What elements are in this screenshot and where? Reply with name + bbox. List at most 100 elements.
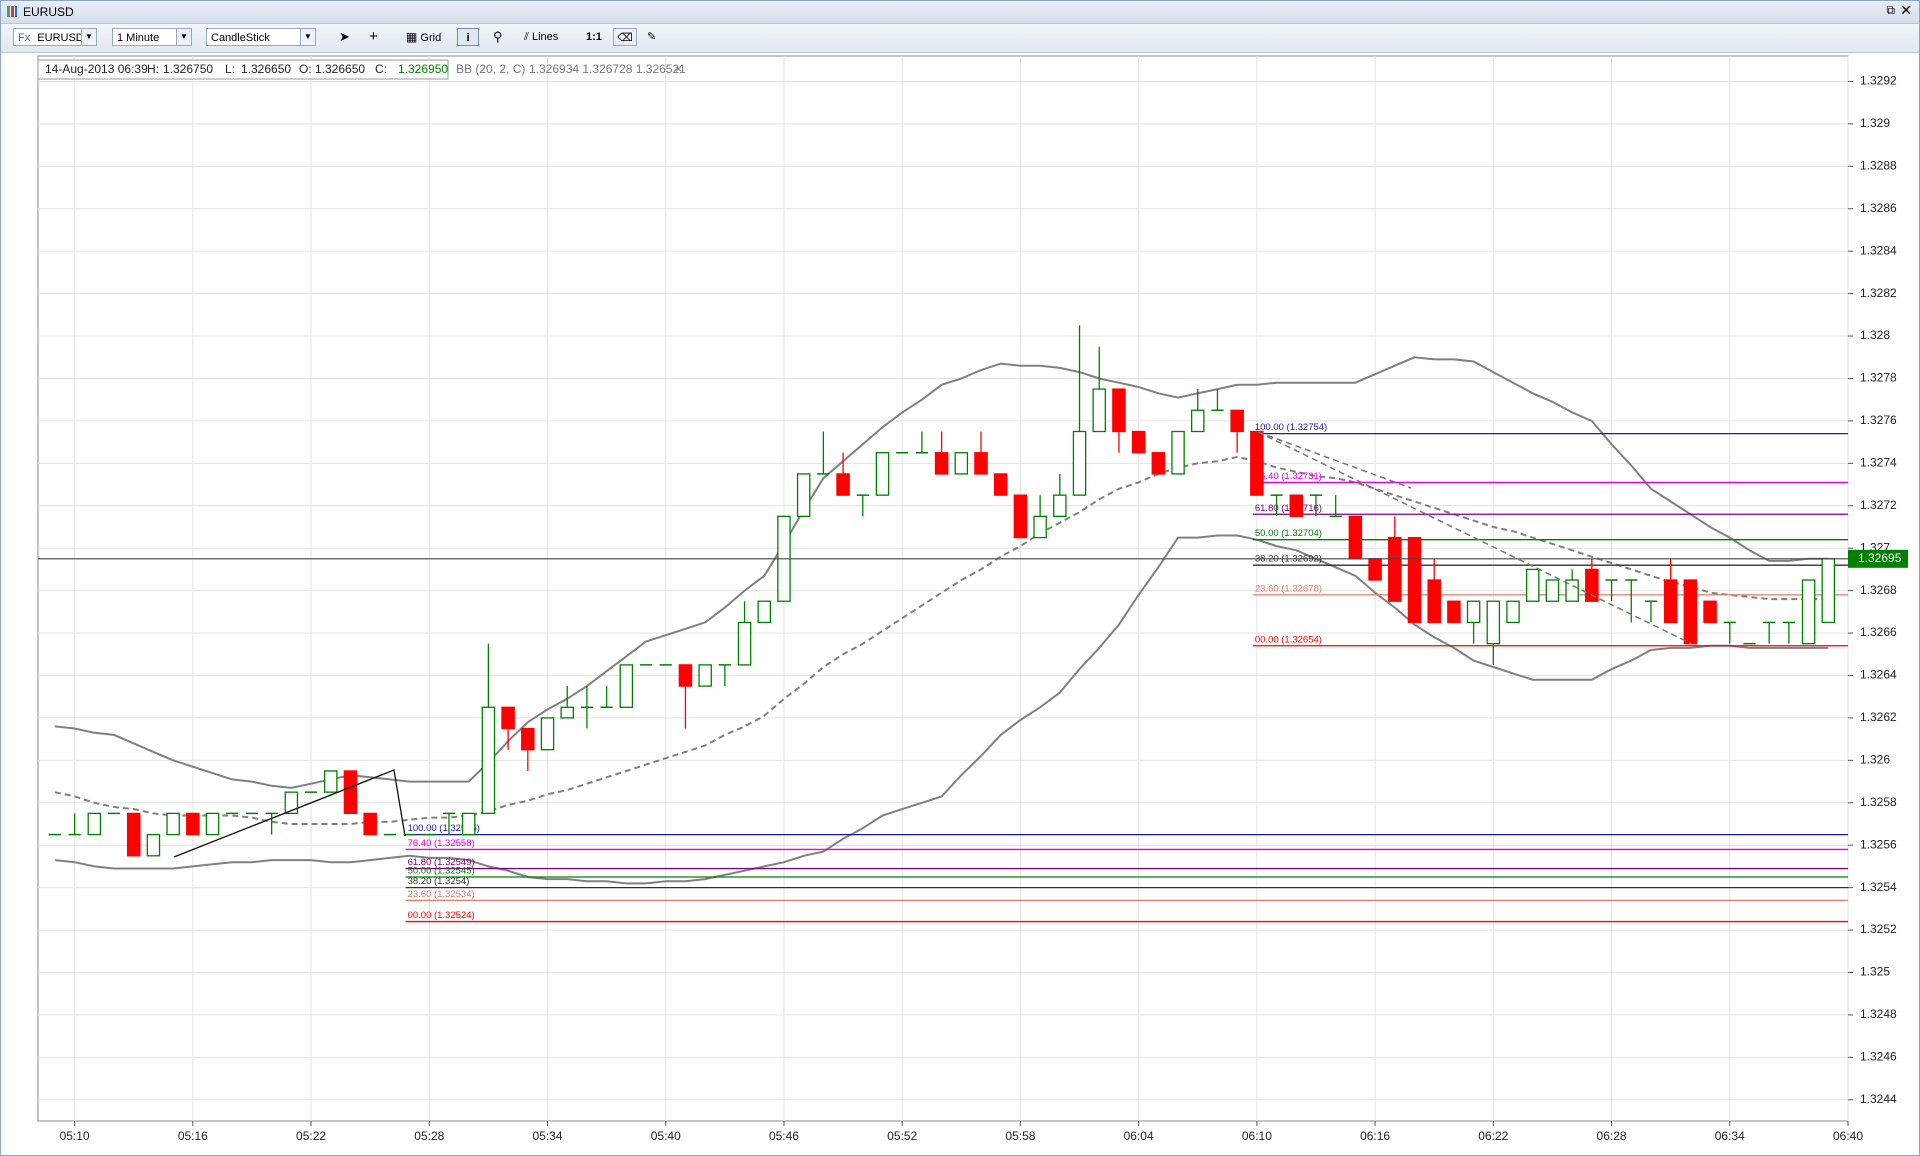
ratio-button[interactable]: 1:1 [586, 31, 602, 43]
candle-body [993, 473, 1008, 496]
y-tick-label: 1.3256 [1860, 837, 1897, 851]
y-tick-label: 1.3288 [1860, 158, 1897, 172]
y-tick-label: 1.3276 [1860, 413, 1897, 427]
pointer-tool[interactable]: ➤ [339, 29, 350, 44]
candle-body [934, 452, 949, 475]
fibonacci-label: 23.60 (1.32678) [1255, 583, 1322, 594]
info-o: 1.326650 [315, 62, 365, 76]
bollinger-band [54, 534, 1829, 885]
plot-layer: 100.00 (1.32565) 76.40 (1.32558) 61.80 (1.… [38, 56, 1849, 1121]
y-tick-label: 1.3282 [1860, 286, 1897, 300]
last-price-label: 1.32695 [1858, 551, 1902, 565]
info-date: 14-Aug-2013 06:39 [45, 62, 148, 76]
indicator-label: BB (20, 2, C) [456, 62, 525, 76]
candle-body [1072, 430, 1087, 496]
fibonacci-label: 61.80 (1.32549) [408, 857, 475, 868]
candle-body [540, 717, 555, 751]
y-tick-label: 1.326 [1860, 753, 1890, 767]
candle-body [363, 812, 377, 836]
y-tick-label: 1.3262 [1860, 710, 1897, 724]
fibonacci-label: 00.00 (1.32654) [1255, 634, 1322, 645]
x-tick-label: 05:34 [532, 1129, 562, 1143]
candle-body [1683, 579, 1698, 645]
candle-body [757, 600, 772, 624]
info-bar: 14-Aug-2013 06:39 H: 1.326750 L: 1.32665… [37, 59, 686, 80]
candle-body [521, 727, 535, 751]
candle-body [205, 812, 220, 836]
candle-body [343, 770, 358, 815]
candle-body [1033, 515, 1047, 539]
candle-body [87, 812, 102, 836]
candle-body [974, 452, 988, 475]
grid-button[interactable]: ▦ Grid [406, 28, 454, 46]
candle-body [1545, 579, 1560, 602]
candle-body [678, 664, 693, 687]
candle-body [1801, 579, 1816, 645]
crosshair-tool[interactable]: + [369, 28, 378, 45]
candle-body [1368, 558, 1382, 581]
info-button[interactable]: i [457, 28, 479, 46]
bollinger-band [54, 455, 1829, 825]
candle-body [284, 791, 299, 815]
fibonacci-label: 100.00 (1.32754) [1255, 422, 1327, 433]
candle-body [186, 812, 200, 836]
y-tick-label: 1.3248 [1860, 1007, 1897, 1021]
print-tool[interactable]: ✎ [647, 31, 657, 43]
indicator-values: 1.326934 1.326728 1.326521 [529, 62, 686, 76]
candle-body [954, 452, 969, 475]
candle-body [619, 664, 634, 708]
fibonacci-label: 61.80 (1.32716) [1255, 503, 1322, 514]
x-tick-label: 06:16 [1360, 1129, 1390, 1143]
close-button[interactable]: ✕ [1900, 2, 1912, 18]
info-l-label: L: [225, 62, 235, 76]
y-tick-label: 1.3252 [1860, 922, 1897, 936]
eraser-tool[interactable]: ⌫ [613, 28, 637, 46]
style-select[interactable]: CandleStick ▼ [206, 28, 316, 46]
info-c: 1.326950 [398, 62, 448, 76]
last-price-badge [1848, 549, 1908, 568]
indicator-close[interactable]: × [675, 62, 682, 76]
candle-body [146, 833, 161, 857]
info-h: 1.326750 [163, 62, 213, 76]
candle-body [166, 812, 180, 836]
fibonacci-anchor-line [173, 769, 406, 858]
candle-body [1565, 579, 1579, 602]
candle-body [481, 706, 496, 815]
candle-body [796, 473, 811, 518]
y-tick-label: 1.3258 [1860, 795, 1897, 809]
candle-body [1506, 600, 1520, 624]
candle-body [126, 812, 141, 857]
interval-select[interactable]: 1 Minute ▼ [112, 28, 192, 46]
candle-body [1151, 452, 1166, 475]
y-tick-label: 1.3264 [1860, 668, 1897, 682]
fibonacci-label: 50.00 (1.32704) [1255, 528, 1322, 539]
candle-body [1486, 600, 1501, 645]
chart-style: CandleStick [211, 32, 270, 44]
dropdown-arrow: ▼ [81, 29, 96, 45]
fibonacci-label: 100.00 (1.32565) [408, 823, 480, 834]
x-tick-label: 06:10 [1242, 1129, 1272, 1143]
candle-body [875, 452, 890, 496]
x-tick-label: 05:10 [60, 1129, 90, 1143]
interval: 1 Minute [117, 32, 160, 44]
candle-body [1703, 600, 1717, 624]
candle-body [1250, 430, 1264, 496]
candle-body [737, 621, 752, 666]
toolbar: Fx EURUSD ▼ 1 Minute ▼ CandleStick ▼ ➤ +… [1, 24, 1919, 53]
restore-button[interactable]: ⧉ [1886, 3, 1895, 17]
x-tick-label: 06:04 [1124, 1129, 1154, 1143]
y-tick-label: 1.3286 [1860, 201, 1897, 215]
y-tick-label: 1.3266 [1860, 625, 1897, 639]
candle-body [1407, 536, 1422, 624]
symbol-select[interactable]: Fx EURUSD ▼ [13, 28, 97, 46]
info-box [37, 59, 449, 80]
candle-body [1053, 494, 1067, 518]
x-tick-label: 05:46 [769, 1129, 799, 1143]
x-tick-label: 06:40 [1833, 1129, 1863, 1143]
candle-body [1190, 409, 1205, 433]
grid-label: Grid [420, 32, 442, 44]
indicator-tool[interactable]: ⚲ [493, 29, 503, 44]
lines-button[interactable]: ⫽ Lines [524, 28, 574, 46]
